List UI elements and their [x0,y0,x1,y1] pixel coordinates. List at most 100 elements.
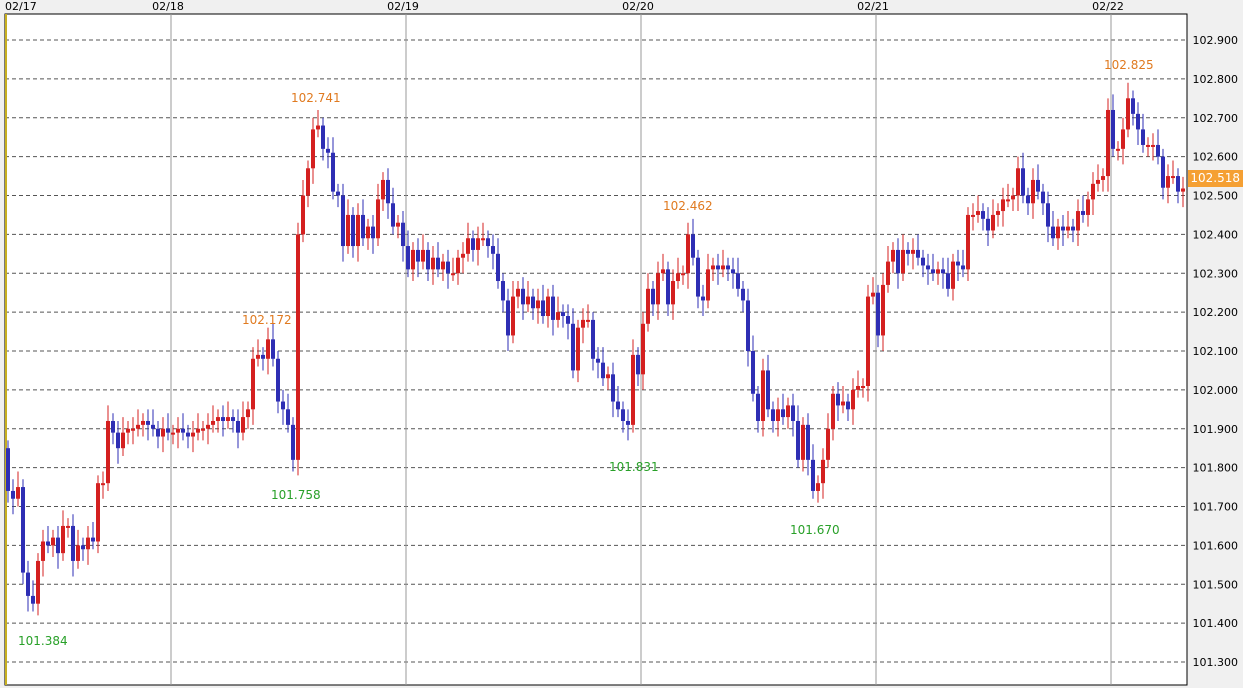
candle-up [556,312,560,320]
candle-up [36,560,40,604]
candle-down [236,420,240,433]
candle-up [376,199,380,239]
candle-up [1106,109,1110,177]
candle-up [546,296,550,317]
candle-up [66,525,70,528]
candle-up [106,420,110,484]
candle-down [806,424,810,460]
candle-up [821,459,825,484]
candle-up [631,354,635,425]
candle-down [336,191,340,196]
candle-up [841,401,845,406]
candle-down [166,428,170,433]
candle-down [1051,226,1055,239]
candle-up [886,261,890,285]
candle-down [111,420,115,433]
candle-up [431,257,435,270]
candle-down [56,537,60,554]
candle-down [156,428,160,437]
y-tick-label: 102.600 [1193,151,1239,164]
candle-down [401,222,405,247]
candle-up [196,428,200,433]
annotation-low-1: 101.384 [18,634,68,648]
candle-up [346,214,350,247]
y-tick-label: 101.800 [1193,462,1239,475]
candle-up [421,249,425,262]
candle-up [76,545,80,561]
y-tick-label: 101.300 [1193,656,1239,669]
candle-up [1091,183,1095,200]
candle-up [441,261,445,270]
candle-up [96,483,100,542]
candle-down [746,300,750,351]
candle-down [1176,176,1180,192]
candle-up [866,296,870,386]
candle-up [526,296,530,305]
candle-up [671,281,675,305]
candle-up [586,319,590,322]
candle-up [891,249,895,262]
candle-up [1056,226,1060,239]
candle-down [726,265,730,270]
candle-up [801,424,805,460]
candle-up [381,179,385,200]
candle-down [616,401,620,410]
candle-up [641,323,645,375]
candle-up [1101,176,1105,180]
candle-up [226,417,230,421]
candle-up [1031,179,1035,204]
candle-up [266,339,270,359]
candle-up [411,249,415,270]
candle-down [416,249,420,262]
candle-down [151,424,155,429]
candle-up [511,296,515,336]
candle-down [291,424,295,460]
candle-up [1121,129,1125,149]
candle-down [716,265,720,270]
annotation-high-2: 102.741 [291,91,341,105]
candle-up [1076,211,1080,231]
candle-down [471,238,475,250]
candle-up [1181,188,1185,192]
candle-up [1096,179,1100,184]
candle-down [496,253,500,282]
candle-up [176,428,180,433]
candle-down [1026,195,1030,204]
candle-down [566,316,570,324]
candle-down [1021,168,1025,196]
candle-up [881,284,885,336]
y-tick-label: 101.900 [1193,423,1239,436]
date-tick-label: 02/20 [622,0,654,13]
candle-down [1111,109,1115,149]
y-tick-label: 101.600 [1193,539,1239,552]
candle-up [1126,98,1130,130]
candle-down [261,354,265,359]
candle-up [786,405,790,418]
candle-up [966,214,970,270]
y-tick-label: 102.700 [1193,112,1239,125]
y-tick-label: 101.700 [1193,501,1239,514]
candle-up [976,211,980,215]
candle-down [836,393,840,406]
candle-up [121,432,125,449]
candle-up [861,385,865,388]
candle-up [136,424,140,429]
candle-up [141,420,145,425]
candle-down [926,265,930,270]
candle-down [116,432,120,449]
candle-down [436,257,440,270]
candle-up [711,265,715,270]
candle-down [906,249,910,254]
candle-down [321,125,325,149]
candle-down [846,401,850,410]
candle-up [656,273,660,305]
candle-up [216,417,220,421]
candle-up [1006,199,1010,202]
candle-up [1116,148,1120,151]
candle-up [1171,176,1175,179]
candle-up [86,537,90,550]
candle-down [666,269,670,305]
candle-down [221,417,225,421]
candle-down [896,249,900,274]
